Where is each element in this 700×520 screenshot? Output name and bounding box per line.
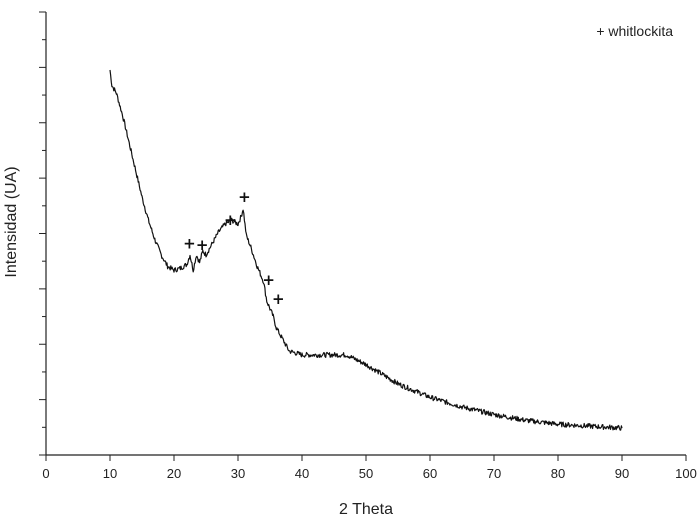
x-tick-label-60: 60 [423,466,437,481]
chart-axes [45,12,686,456]
x-tick-label-70: 70 [487,466,501,481]
x-tick-label-50: 50 [359,466,373,481]
x-tick-label-40: 40 [295,466,309,481]
chart-ticks: 0 10 20 30 40 50 60 70 80 90 100 [39,11,697,481]
x-tick-label-30: 30 [231,466,245,481]
x-tick-label-20: 20 [167,466,181,481]
y-axis-title: Intensidad (UA) [3,166,20,277]
x-tick-label-100: 100 [675,466,697,481]
legend-whitlockita: + whitlockita [596,23,673,39]
whitlockita-marker-6: + [272,290,285,308]
data-series-line-0 [109,69,623,431]
x-tick-label-80: 80 [551,466,565,481]
x-tick-label-90: 90 [615,466,629,481]
whitlockita-marker-2: + [196,236,209,254]
x-tick-label-0: 0 [42,466,49,481]
chart-series [109,69,623,431]
whitlockita-marker-1: + [183,234,196,252]
chart-annotations: + +++++ [183,188,285,308]
whitlockita-marker-5: + [262,271,275,289]
x-tick-label-10: 10 [103,466,117,481]
x-axis-title: 2 Theta [339,501,393,518]
whitlockita-marker-3: + [224,211,237,229]
whitlockita-marker-4: + [238,188,251,206]
